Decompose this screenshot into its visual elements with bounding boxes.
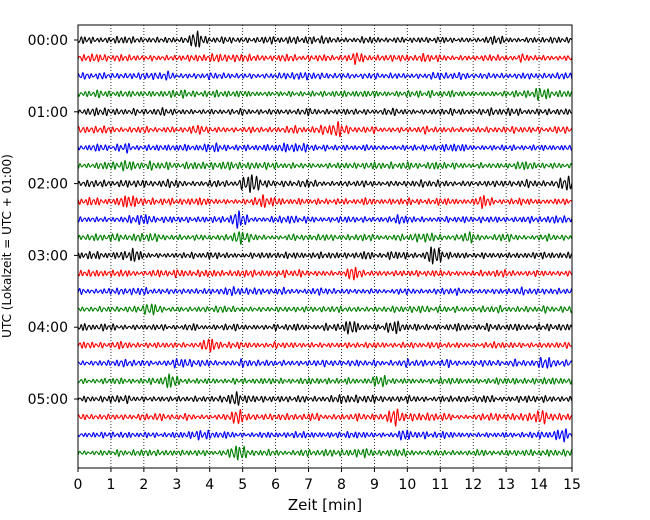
trace-group: [77, 30, 573, 461]
x-tick-label: 4: [205, 477, 214, 493]
x-axis-label: Zeit [min]: [288, 496, 362, 514]
x-tick-label: 12: [464, 477, 482, 493]
x-tick-label: 14: [530, 477, 548, 493]
seismogram-trace-0015: [77, 52, 573, 65]
x-tick-label: 0: [74, 477, 83, 493]
seismogram-trace-0100: [77, 107, 573, 117]
x-tick-label: 9: [370, 477, 379, 493]
seismogram-trace-0145: [77, 159, 573, 172]
seismogram-trace-0130: [77, 142, 573, 154]
y-tick-label: 04:00: [28, 320, 68, 336]
x-tick-label: 3: [172, 477, 181, 493]
seismogram-trace-0315: [77, 266, 573, 281]
x-axis-ticks: 0 1 2 3 4 5 6 7 8 9 10 11 12 13 14 15: [74, 468, 581, 493]
seismogram-trace-0030: [77, 70, 573, 81]
y-axis-label: UTC (Lokalzeit = UTC + 01:00): [0, 154, 14, 338]
seismogram-trace-0300: [77, 246, 573, 265]
seismogram-trace-0500: [77, 391, 573, 406]
seismogram-trace-0230: [77, 210, 573, 229]
seismogram-trace-0530: [77, 428, 573, 443]
y-tick-label: 01:00: [28, 105, 68, 121]
plot-area: [78, 25, 572, 468]
seismogram-trace-0430: [77, 356, 573, 369]
seismogram-trace-0345: [77, 303, 573, 316]
x-tick-label: 7: [304, 477, 313, 493]
y-tick-label: 02:00: [28, 177, 68, 193]
seismogram-trace-0215: [77, 194, 573, 209]
y-tick-label: 03:00: [28, 248, 68, 264]
x-tick-label: 15: [563, 477, 581, 493]
x-tick-label: 1: [106, 477, 115, 493]
seismogram-trace-0415: [77, 338, 573, 353]
x-tick-label: 13: [497, 477, 515, 493]
vertical-gridlines: [110, 25, 540, 468]
seismogram-trace-0000: [77, 30, 573, 48]
seismogram-trace-0330: [77, 286, 573, 297]
x-tick-label: 11: [431, 477, 449, 493]
x-tick-label: 5: [238, 477, 247, 493]
x-tick-label: 10: [398, 477, 416, 493]
x-tick-label: 6: [271, 477, 280, 493]
seismogram-trace-0045: [77, 88, 573, 101]
y-axis-ticks: 00:00 01:00 02:00 03:00 04:00 05:00: [28, 33, 78, 408]
x-tick-label: 2: [139, 477, 148, 493]
seismogram-trace-0200: [77, 174, 573, 193]
seismogram-trace-0245: [77, 231, 573, 245]
y-tick-label: 05:00: [28, 392, 68, 408]
seismogram-trace-0445: [77, 373, 573, 389]
seismogram-trace-0400: [77, 320, 573, 335]
x-tick-label: 8: [337, 477, 346, 493]
seismogram-trace-0115: [77, 120, 573, 138]
plot-frame: [77, 24, 573, 469]
seismogram-trace-0515: [77, 408, 573, 427]
y-tick-label: 00:00: [28, 33, 68, 49]
seismogram-trace-0545: [77, 445, 573, 461]
